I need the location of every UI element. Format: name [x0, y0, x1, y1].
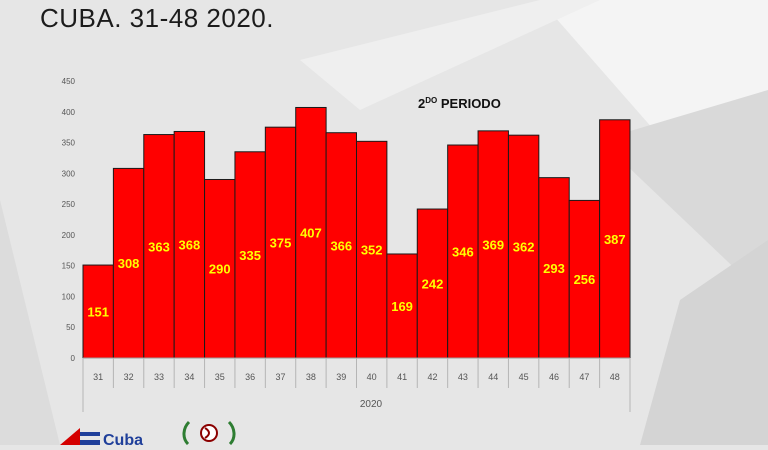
- bar-data-label: 335: [239, 248, 261, 263]
- bar-data-label: 308: [118, 256, 140, 271]
- bar: [507, 134, 540, 359]
- x-tick-label: 31: [93, 372, 103, 382]
- bar-data-label: 290: [209, 262, 231, 277]
- x-tick-label: 39: [336, 372, 346, 382]
- x-tick-label: 40: [367, 372, 377, 382]
- bar: [112, 167, 145, 359]
- y-tick-label: 50: [66, 323, 75, 332]
- x-tick-label: 32: [124, 372, 134, 382]
- x-tick-label: 42: [427, 372, 437, 382]
- y-tick-label: 150: [62, 262, 76, 271]
- x-tick-label: 44: [488, 372, 498, 382]
- bar-data-label: 352: [361, 243, 383, 258]
- logo-area: Cuba: [55, 420, 255, 449]
- annotation-superscript: DO: [425, 96, 437, 105]
- bar-data-label: 169: [391, 299, 413, 314]
- y-tick-label: 350: [62, 139, 76, 148]
- y-tick-label: 200: [62, 231, 76, 240]
- bar-data-label: 366: [330, 238, 352, 253]
- bar-data-label: 368: [179, 238, 201, 253]
- x-tick-label: 36: [245, 372, 255, 382]
- y-tick-label: 400: [62, 108, 76, 117]
- x-axis: 31 32 33 34 35 36 37 38 39 40 41 42 43 44 45 46 47 48: [82, 357, 631, 412]
- x-tick-label: 33: [154, 372, 164, 382]
- y-tick-label: 100: [62, 292, 76, 301]
- bar-data-label: 387: [604, 232, 626, 247]
- annotation-main: 2: [418, 96, 425, 111]
- bar: [356, 140, 388, 359]
- bar: [477, 130, 509, 359]
- bar-data-label: 256: [574, 272, 596, 287]
- y-tick-label: 0: [71, 354, 76, 363]
- data-labels: 151 308 363 368 290 335 375 407 366 352 169 242 346 3…: [87, 226, 625, 320]
- x-tick-label: 34: [184, 372, 194, 382]
- bar: [234, 151, 266, 359]
- page-title: CUBA. 31-48 2020.: [40, 3, 274, 33]
- annotation-text: PERIODO: [437, 96, 501, 111]
- bar-data-label: 151: [87, 305, 109, 320]
- y-tick-label: 300: [62, 169, 76, 178]
- x-tick-label: 35: [215, 372, 225, 382]
- bar-data-label: 346: [452, 245, 474, 260]
- y-axis: 0 50 100 150 200 250 300 350 400 450: [62, 77, 76, 363]
- bar: [538, 177, 570, 359]
- x-tick-label: 46: [549, 372, 559, 382]
- bar-data-label: 375: [270, 236, 292, 251]
- bar-data-label: 369: [482, 237, 504, 252]
- y-tick-label: 450: [62, 77, 76, 86]
- bar: [599, 119, 631, 359]
- x-group-label: 2020: [360, 399, 383, 410]
- x-tick-label: 47: [579, 372, 589, 382]
- x-tick-label: 41: [397, 372, 407, 382]
- bar: [295, 106, 327, 359]
- bar-data-label: 407: [300, 226, 322, 241]
- bar: [416, 208, 449, 359]
- bar-data-label: 242: [422, 277, 444, 292]
- bar-data-label: 362: [513, 240, 535, 255]
- x-tick-label: 43: [458, 372, 468, 382]
- bar: [568, 199, 601, 359]
- bar: [173, 130, 206, 359]
- x-tick-label: 48: [610, 372, 620, 382]
- bars: [82, 106, 631, 359]
- x-tick-label: 38: [306, 372, 316, 382]
- period-annotation: 2DO PERIODO: [418, 96, 501, 111]
- bar-data-label: 363: [148, 239, 170, 254]
- emblem-icon: [182, 420, 236, 445]
- logo-text: Cuba: [103, 432, 143, 445]
- y-tick-label: 250: [62, 200, 76, 209]
- bar-data-label: 293: [543, 261, 565, 276]
- x-tick-label: 37: [276, 372, 286, 382]
- x-tick-label: 45: [519, 372, 529, 382]
